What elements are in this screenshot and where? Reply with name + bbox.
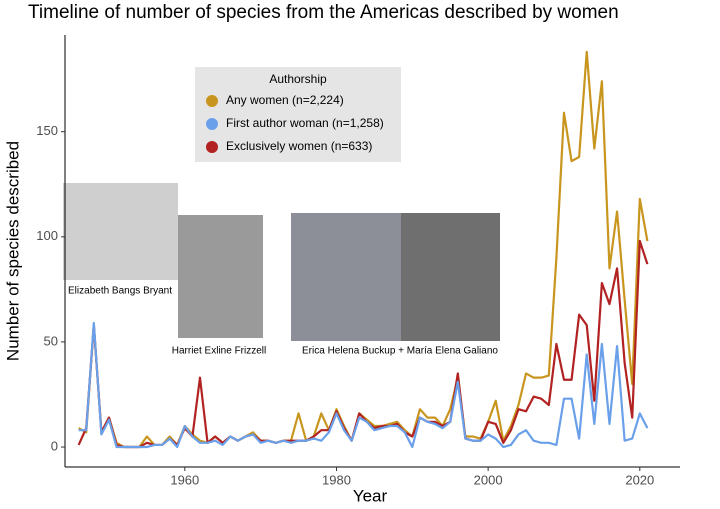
legend-label: Any women (n=2,224) — [226, 93, 344, 107]
legend-label: First author woman (n=1,258) — [226, 116, 384, 130]
portrait-caption: Elizabeth Bangs Bryant — [68, 286, 172, 297]
legend-marker — [206, 118, 218, 130]
y-axis-label: Number of species described — [3, 141, 22, 361]
chart-title: Timeline of number of species from the A… — [28, 2, 619, 23]
legend-box — [195, 67, 401, 162]
legend-marker — [206, 141, 218, 153]
y-tick-label: 100 — [36, 228, 58, 243]
legend-label: Exclusively women (n=633) — [226, 139, 372, 153]
x-tick-label: 1960 — [170, 472, 199, 487]
legend-title: Authorship — [269, 72, 327, 86]
y-tick-label: 150 — [36, 123, 58, 138]
portrait — [63, 183, 178, 280]
portrait — [291, 213, 401, 341]
x-tick-label: 2000 — [474, 472, 503, 487]
portrait-caption: Harriet Exline Frizzell — [172, 346, 266, 357]
portrait — [178, 215, 263, 338]
x-tick-label: 2020 — [625, 472, 654, 487]
portrait — [401, 213, 500, 341]
legend-marker — [206, 95, 218, 107]
y-tick-label: 50 — [44, 333, 58, 348]
x-tick-label: 1980 — [322, 472, 351, 487]
x-axis-label: Year — [353, 486, 388, 505]
portraits — [63, 183, 500, 341]
line-series — [78, 321, 649, 449]
portrait-caption: Erica Helena Buckup + María Elena Galian… — [302, 346, 498, 357]
y-tick-label: 0 — [51, 438, 58, 453]
